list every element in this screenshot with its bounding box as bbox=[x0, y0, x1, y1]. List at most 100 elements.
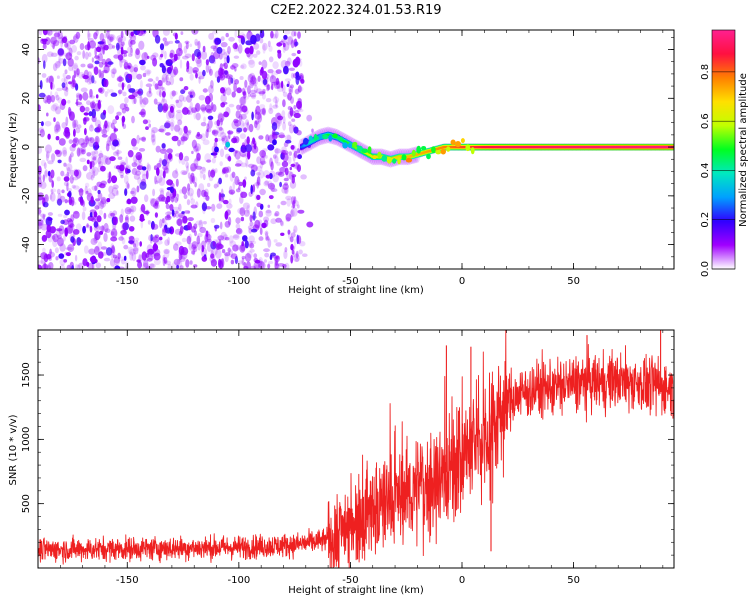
noise-blob bbox=[290, 72, 295, 79]
noise-blob bbox=[114, 150, 122, 155]
noise-blob bbox=[207, 238, 212, 243]
noise-blob bbox=[248, 123, 254, 133]
noise-blob bbox=[89, 225, 93, 233]
noise-blob bbox=[67, 199, 74, 203]
noise-blob bbox=[146, 252, 150, 261]
noise-blob bbox=[93, 66, 98, 72]
noise-blob bbox=[131, 252, 137, 262]
noise-blob bbox=[159, 218, 163, 229]
noise-blob bbox=[249, 89, 257, 94]
noise-blob bbox=[72, 185, 80, 190]
noise-blob bbox=[198, 94, 206, 101]
noise-blob bbox=[45, 152, 49, 162]
noise-blob bbox=[252, 77, 258, 87]
noise-blob bbox=[286, 57, 292, 65]
track-blob bbox=[446, 146, 451, 152]
noise-blob bbox=[107, 178, 112, 184]
noise-blob bbox=[185, 259, 190, 268]
noise-blob bbox=[155, 180, 159, 185]
noise-blob bbox=[117, 252, 121, 259]
noise-blob bbox=[101, 134, 108, 138]
track-cell bbox=[664, 146, 667, 149]
noise-blob bbox=[130, 40, 136, 45]
noise-blob bbox=[70, 196, 75, 207]
noise-blob bbox=[59, 149, 62, 155]
noise-blob bbox=[94, 221, 100, 230]
noise-blob bbox=[56, 75, 60, 79]
noise-blob bbox=[56, 198, 63, 206]
noise-blob bbox=[267, 144, 275, 151]
noise-blob bbox=[39, 222, 44, 229]
noise-blob bbox=[201, 202, 207, 212]
track-cell bbox=[659, 146, 662, 149]
noise-blob bbox=[196, 152, 201, 161]
noise-blob bbox=[124, 188, 128, 197]
noise-blob bbox=[144, 51, 148, 59]
track-cell bbox=[438, 147, 441, 150]
snr-frame bbox=[37, 329, 675, 569]
noise-blob bbox=[258, 260, 265, 269]
noise-blob bbox=[92, 141, 99, 151]
noise-blob bbox=[276, 86, 284, 92]
noise-blob bbox=[279, 166, 287, 173]
noise-blob bbox=[110, 92, 118, 97]
track-cell bbox=[310, 140, 314, 143]
noise-blob bbox=[232, 181, 236, 191]
track-cell bbox=[470, 146, 473, 149]
track-cell bbox=[376, 155, 379, 158]
noise-blob bbox=[69, 175, 74, 184]
noise-blob bbox=[87, 65, 95, 69]
noise-blob bbox=[294, 238, 297, 248]
snr-series bbox=[38, 330, 674, 568]
noise-blob bbox=[204, 153, 212, 163]
noise-blob bbox=[278, 40, 285, 46]
noise-blob bbox=[288, 124, 295, 134]
noise-blob bbox=[100, 112, 106, 120]
noise-blob bbox=[238, 186, 241, 190]
noise-blob bbox=[38, 30, 43, 36]
noise-blob bbox=[205, 103, 212, 111]
noise-blob bbox=[66, 264, 71, 269]
noise-blob bbox=[48, 262, 54, 269]
noise-blob bbox=[145, 209, 149, 216]
track-cell bbox=[557, 146, 560, 149]
noise-blob bbox=[195, 201, 199, 209]
track-cell bbox=[553, 146, 556, 149]
track-cell bbox=[596, 146, 599, 149]
noise-blob bbox=[57, 97, 63, 104]
noise-blob bbox=[173, 124, 181, 132]
noise-blob bbox=[218, 67, 224, 77]
noise-blob bbox=[64, 69, 68, 75]
track-cell bbox=[584, 146, 587, 149]
noise-blob bbox=[180, 136, 188, 142]
track-cell bbox=[503, 146, 506, 149]
noise-blob bbox=[130, 47, 133, 54]
track-cell bbox=[513, 146, 516, 149]
noise-blob bbox=[166, 66, 173, 73]
noise-blob bbox=[50, 82, 55, 90]
noise-blob bbox=[292, 229, 296, 233]
noise-blob bbox=[134, 240, 139, 248]
noise-blob bbox=[50, 52, 58, 57]
noise-blob bbox=[56, 176, 61, 182]
noise-blob bbox=[50, 95, 56, 103]
noise-blob bbox=[146, 170, 149, 180]
noise-blob bbox=[101, 38, 106, 46]
noise-blob bbox=[256, 202, 262, 208]
track-cell bbox=[580, 146, 583, 149]
noise-blob bbox=[283, 65, 289, 75]
noise-blob bbox=[258, 170, 265, 179]
noise-blob bbox=[116, 190, 119, 196]
noise-blob bbox=[200, 50, 208, 60]
noise-blob bbox=[158, 55, 163, 61]
track-cell bbox=[541, 146, 544, 149]
noise-blob bbox=[245, 152, 250, 160]
noise-blob bbox=[247, 225, 253, 231]
noise-blob bbox=[218, 126, 223, 131]
track-blob bbox=[381, 155, 388, 162]
noise-blob bbox=[43, 60, 46, 70]
track-blob bbox=[465, 144, 471, 152]
noise-blob bbox=[167, 236, 171, 246]
y-tick-label: 40 bbox=[21, 43, 32, 56]
noise-blob bbox=[105, 247, 113, 256]
